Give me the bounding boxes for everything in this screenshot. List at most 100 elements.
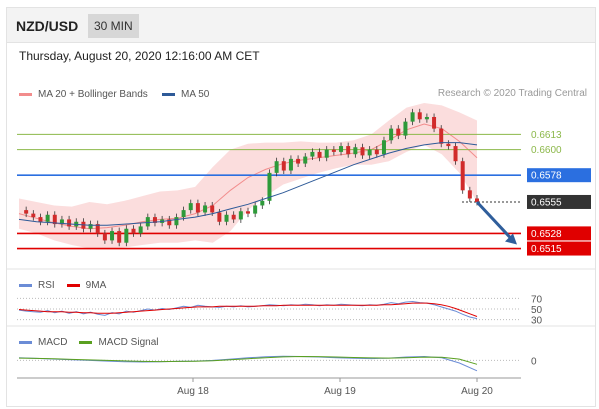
- candle-body: [439, 128, 444, 144]
- rsi-tick-70: 70: [531, 294, 543, 305]
- x-tick-label: Aug 20: [461, 386, 493, 397]
- candle-body: [317, 151, 322, 158]
- candle-body: [339, 146, 344, 152]
- price-chart-svg: 0.6613 0.6600 0.6578 0.6555 0.6528 0.6515 7050…: [7, 103, 595, 397]
- candle-body: [432, 116, 437, 129]
- currency-pair-title: NZD/USD: [16, 18, 79, 34]
- candle-body: [310, 151, 315, 157]
- candle-body: [424, 116, 429, 120]
- candle-body: [117, 231, 122, 243]
- candle-body: [288, 158, 293, 171]
- candle-body: [453, 146, 458, 162]
- candle-body: [95, 224, 100, 234]
- candle-body: [131, 228, 136, 234]
- rsi-tick-50: 50: [531, 305, 543, 316]
- level-badge-0.6515: [527, 241, 591, 256]
- candle-body: [45, 214, 50, 222]
- candle-body: [446, 143, 451, 147]
- candle-body: [281, 161, 286, 171]
- rsi-tick-30: 30: [531, 316, 543, 327]
- legend-label-rsi-ma: 9MA: [85, 280, 107, 291]
- candle-body: [181, 210, 186, 218]
- candle-body: [203, 205, 208, 213]
- forecast-arrow-head: [505, 233, 517, 245]
- level-label-0.6515: 0.6515: [531, 244, 562, 255]
- candle-body: [52, 214, 57, 225]
- timeframe-button[interactable]: 30 MIN: [88, 14, 139, 38]
- legend-swatch-macd-signal: [79, 341, 93, 344]
- candle-body: [138, 226, 143, 234]
- level-label-0.6613: 0.6613: [531, 130, 562, 141]
- level-badge-0.6528: [527, 226, 591, 241]
- ma50-line: [18, 142, 478, 226]
- candle-body: [210, 205, 215, 213]
- legend-label-ma20: MA 20 + Bollinger Bands: [38, 89, 148, 100]
- chart-credit: Research © 2020 Trading Central: [437, 88, 587, 99]
- forecast-arrow-shaft: [475, 200, 515, 242]
- candle-body: [67, 219, 72, 227]
- candle-body: [296, 158, 301, 164]
- candle-body: [110, 231, 115, 241]
- legend-label-macd: MACD: [38, 337, 68, 348]
- candle-body: [324, 149, 329, 158]
- candle-body: [475, 198, 479, 202]
- candle-body: [31, 213, 36, 218]
- candle-body: [403, 121, 408, 136]
- chart-date: Thursday, August 20, 2020 12:16:00 AM CE…: [19, 49, 260, 63]
- level-label-0.6578: 0.6578: [531, 171, 562, 182]
- level-badge-0.6578: [527, 168, 591, 183]
- candle-body: [102, 233, 107, 241]
- candle-body: [24, 210, 29, 214]
- legend-swatch-rsi: [19, 284, 32, 287]
- candle-body: [331, 149, 336, 152]
- candle-body: [167, 219, 172, 226]
- candle-body: [38, 217, 43, 222]
- candle-body: [253, 205, 258, 214]
- legend-swatch-rsi-ma: [66, 284, 80, 287]
- legend-label-macd-signal: MACD Signal: [98, 337, 159, 348]
- level-label-0.6600: 0.6600: [531, 145, 562, 156]
- macd-signal-line: [18, 355, 478, 365]
- candle-body: [231, 214, 236, 220]
- level-badge-0.6555: [527, 194, 591, 209]
- rsi-ma-line: [18, 302, 478, 317]
- candle-body: [460, 161, 465, 191]
- candle-body: [417, 112, 422, 120]
- candle-body: [374, 149, 379, 155]
- x-tick-label: Aug 19: [324, 386, 356, 397]
- legend-ma20-bb: MA 20 + Bollinger Bands: [19, 89, 148, 100]
- candle-body: [274, 161, 279, 173]
- chart-header: NZD/USD 30 MIN: [7, 8, 595, 43]
- candle-body: [195, 203, 200, 213]
- candle-body: [260, 200, 265, 206]
- candle-body: [224, 214, 229, 222]
- legend-rsi: RSI 9MA: [19, 280, 106, 291]
- level-label-0.6555: 0.6555: [531, 197, 562, 208]
- candle-body: [174, 217, 179, 226]
- candle-body: [267, 172, 272, 201]
- candle-body: [217, 212, 222, 222]
- rsi-line: [18, 300, 478, 320]
- candle-body: [367, 149, 372, 156]
- legend-ma50: MA 50: [162, 89, 209, 100]
- candle-body: [381, 140, 386, 155]
- candle-body: [246, 211, 250, 214]
- x-tick-label: Aug 18: [177, 386, 209, 397]
- candle-body: [467, 190, 472, 199]
- legend-swatch-macd: [19, 341, 32, 344]
- candle-body: [145, 217, 150, 227]
- candle-body: [59, 219, 64, 225]
- candle-body: [152, 217, 157, 223]
- legend-label-rsi: RSI: [38, 280, 55, 291]
- level-label-0.6528: 0.6528: [531, 229, 562, 240]
- candle-body: [396, 128, 401, 136]
- legend-swatch-ma20: [19, 93, 32, 96]
- legend-label-ma50: MA 50: [181, 89, 210, 100]
- candle-body: [124, 228, 129, 243]
- candle-body: [238, 211, 243, 220]
- candle-body: [346, 146, 351, 155]
- candle-body: [303, 156, 308, 164]
- chart-frame: NZD/USD 30 MIN Thursday, August 20, 2020…: [6, 7, 596, 407]
- ma20-line: [18, 123, 478, 230]
- legend-macd: MACD MACD Signal: [19, 337, 158, 348]
